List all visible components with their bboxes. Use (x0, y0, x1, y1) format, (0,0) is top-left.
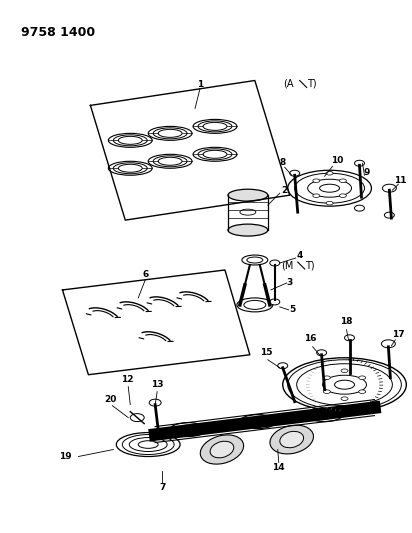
Ellipse shape (339, 179, 346, 182)
Ellipse shape (242, 255, 268, 265)
Text: (M: (M (281, 260, 293, 270)
Ellipse shape (130, 414, 144, 422)
Ellipse shape (228, 189, 268, 201)
Ellipse shape (108, 161, 152, 175)
Ellipse shape (283, 358, 406, 411)
Ellipse shape (170, 423, 206, 437)
Text: 14: 14 (272, 463, 285, 472)
Ellipse shape (118, 164, 142, 172)
Text: 7: 7 (159, 483, 165, 492)
Ellipse shape (148, 126, 192, 140)
Ellipse shape (314, 410, 335, 419)
Ellipse shape (113, 163, 147, 174)
Ellipse shape (307, 408, 342, 422)
Ellipse shape (116, 433, 180, 456)
Ellipse shape (339, 194, 346, 198)
Ellipse shape (149, 399, 161, 406)
Ellipse shape (382, 340, 396, 348)
Ellipse shape (138, 441, 158, 448)
Ellipse shape (247, 417, 269, 426)
Ellipse shape (288, 360, 401, 410)
Ellipse shape (228, 224, 268, 236)
Ellipse shape (118, 136, 142, 144)
Ellipse shape (203, 123, 227, 131)
Ellipse shape (237, 298, 273, 312)
Text: T): T) (307, 78, 316, 88)
Ellipse shape (203, 150, 227, 158)
Ellipse shape (384, 212, 394, 218)
Text: 4: 4 (297, 251, 303, 260)
Text: 19: 19 (59, 452, 72, 461)
Ellipse shape (335, 380, 354, 389)
Ellipse shape (354, 205, 365, 211)
Ellipse shape (153, 128, 187, 139)
Ellipse shape (288, 170, 372, 206)
Ellipse shape (326, 172, 333, 175)
Ellipse shape (297, 364, 392, 406)
Ellipse shape (326, 201, 333, 205)
Ellipse shape (108, 133, 152, 147)
Ellipse shape (270, 425, 314, 454)
Text: 10: 10 (331, 156, 344, 165)
Text: 17: 17 (392, 330, 405, 340)
Ellipse shape (278, 363, 288, 369)
Ellipse shape (198, 121, 232, 132)
Ellipse shape (320, 184, 339, 192)
Ellipse shape (113, 135, 147, 146)
Text: T): T) (304, 260, 314, 270)
Ellipse shape (247, 257, 263, 263)
Ellipse shape (244, 301, 266, 309)
Ellipse shape (359, 390, 366, 393)
Ellipse shape (240, 415, 276, 429)
Ellipse shape (270, 260, 280, 266)
Text: 18: 18 (340, 317, 353, 326)
Ellipse shape (354, 160, 365, 166)
Text: 12: 12 (121, 375, 133, 384)
Ellipse shape (270, 299, 280, 305)
Ellipse shape (158, 130, 182, 138)
Text: 20: 20 (104, 395, 117, 404)
Ellipse shape (323, 390, 330, 393)
Text: 15: 15 (260, 348, 272, 357)
Ellipse shape (240, 209, 256, 215)
Text: 8: 8 (280, 158, 286, 167)
Ellipse shape (313, 179, 320, 182)
Ellipse shape (280, 431, 304, 448)
Text: 3: 3 (287, 278, 293, 287)
Text: 5: 5 (290, 305, 296, 314)
Ellipse shape (359, 376, 366, 379)
Ellipse shape (158, 157, 182, 165)
Ellipse shape (323, 375, 366, 394)
Text: 9758 1400: 9758 1400 (21, 26, 95, 39)
Ellipse shape (382, 184, 396, 192)
Ellipse shape (308, 179, 351, 197)
Text: 11: 11 (394, 176, 407, 185)
Ellipse shape (341, 369, 348, 373)
Ellipse shape (153, 156, 187, 167)
Text: 16: 16 (304, 334, 317, 343)
Ellipse shape (317, 350, 327, 356)
Ellipse shape (200, 435, 243, 464)
Text: 1: 1 (197, 80, 203, 89)
Ellipse shape (313, 194, 320, 198)
Text: 13: 13 (151, 380, 164, 389)
Ellipse shape (193, 147, 237, 161)
Ellipse shape (341, 397, 348, 400)
Ellipse shape (210, 441, 234, 458)
Text: 6: 6 (142, 270, 148, 279)
Ellipse shape (290, 170, 300, 176)
Text: (A: (A (283, 78, 293, 88)
Ellipse shape (295, 173, 365, 203)
Ellipse shape (344, 335, 354, 341)
Ellipse shape (122, 434, 174, 455)
Ellipse shape (177, 425, 199, 434)
Ellipse shape (323, 376, 330, 379)
Ellipse shape (198, 149, 232, 160)
Ellipse shape (148, 154, 192, 168)
Text: 9: 9 (363, 168, 370, 177)
Ellipse shape (193, 119, 237, 133)
Ellipse shape (129, 438, 167, 451)
Text: 2: 2 (282, 185, 288, 195)
